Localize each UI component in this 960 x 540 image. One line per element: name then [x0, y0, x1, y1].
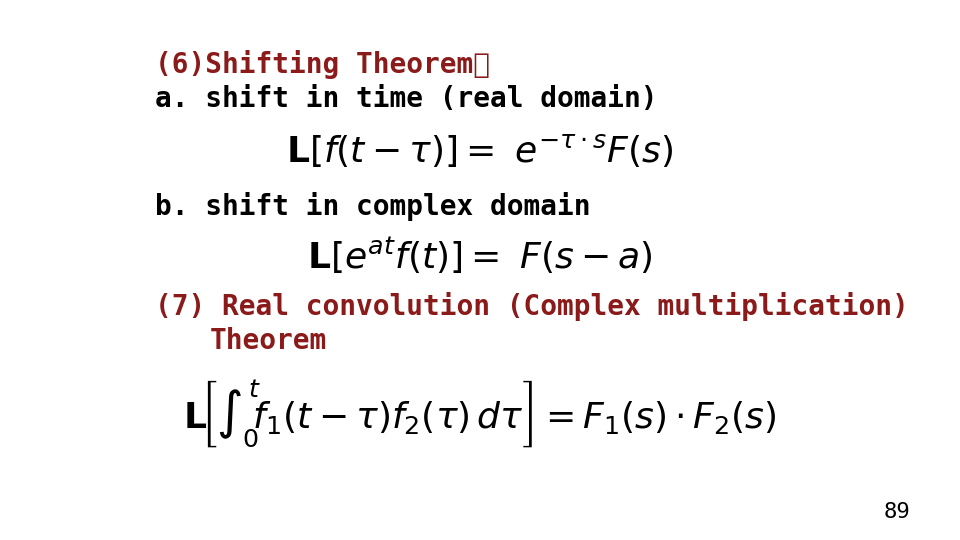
Text: $\mathbf{L}[f(t-\tau)]=\ e^{-\tau \cdot s}F(s)$: $\mathbf{L}[f(t-\tau)]=\ e^{-\tau \cdot … — [286, 132, 674, 169]
Text: (6)Shifting Theorem：: (6)Shifting Theorem： — [155, 50, 490, 79]
Text: a. shift in time (real domain): a. shift in time (real domain) — [155, 85, 658, 113]
Text: b. shift in complex domain: b. shift in complex domain — [155, 192, 590, 221]
Text: Theorem: Theorem — [210, 327, 327, 355]
Text: (7) Real convolution (Complex multiplication): (7) Real convolution (Complex multiplica… — [155, 292, 909, 321]
Text: $\mathbf{L}\!\left[\int_0^t\! f_1(t-\tau)f_2(\tau)\,d\tau\right]=F_1(s)\cdot F_2: $\mathbf{L}\!\left[\int_0^t\! f_1(t-\tau… — [183, 378, 777, 449]
Text: 89: 89 — [883, 502, 910, 522]
Text: $\mathbf{L}[e^{at}f(t)]=\ F(s-a)$: $\mathbf{L}[e^{at}f(t)]=\ F(s-a)$ — [307, 235, 653, 275]
